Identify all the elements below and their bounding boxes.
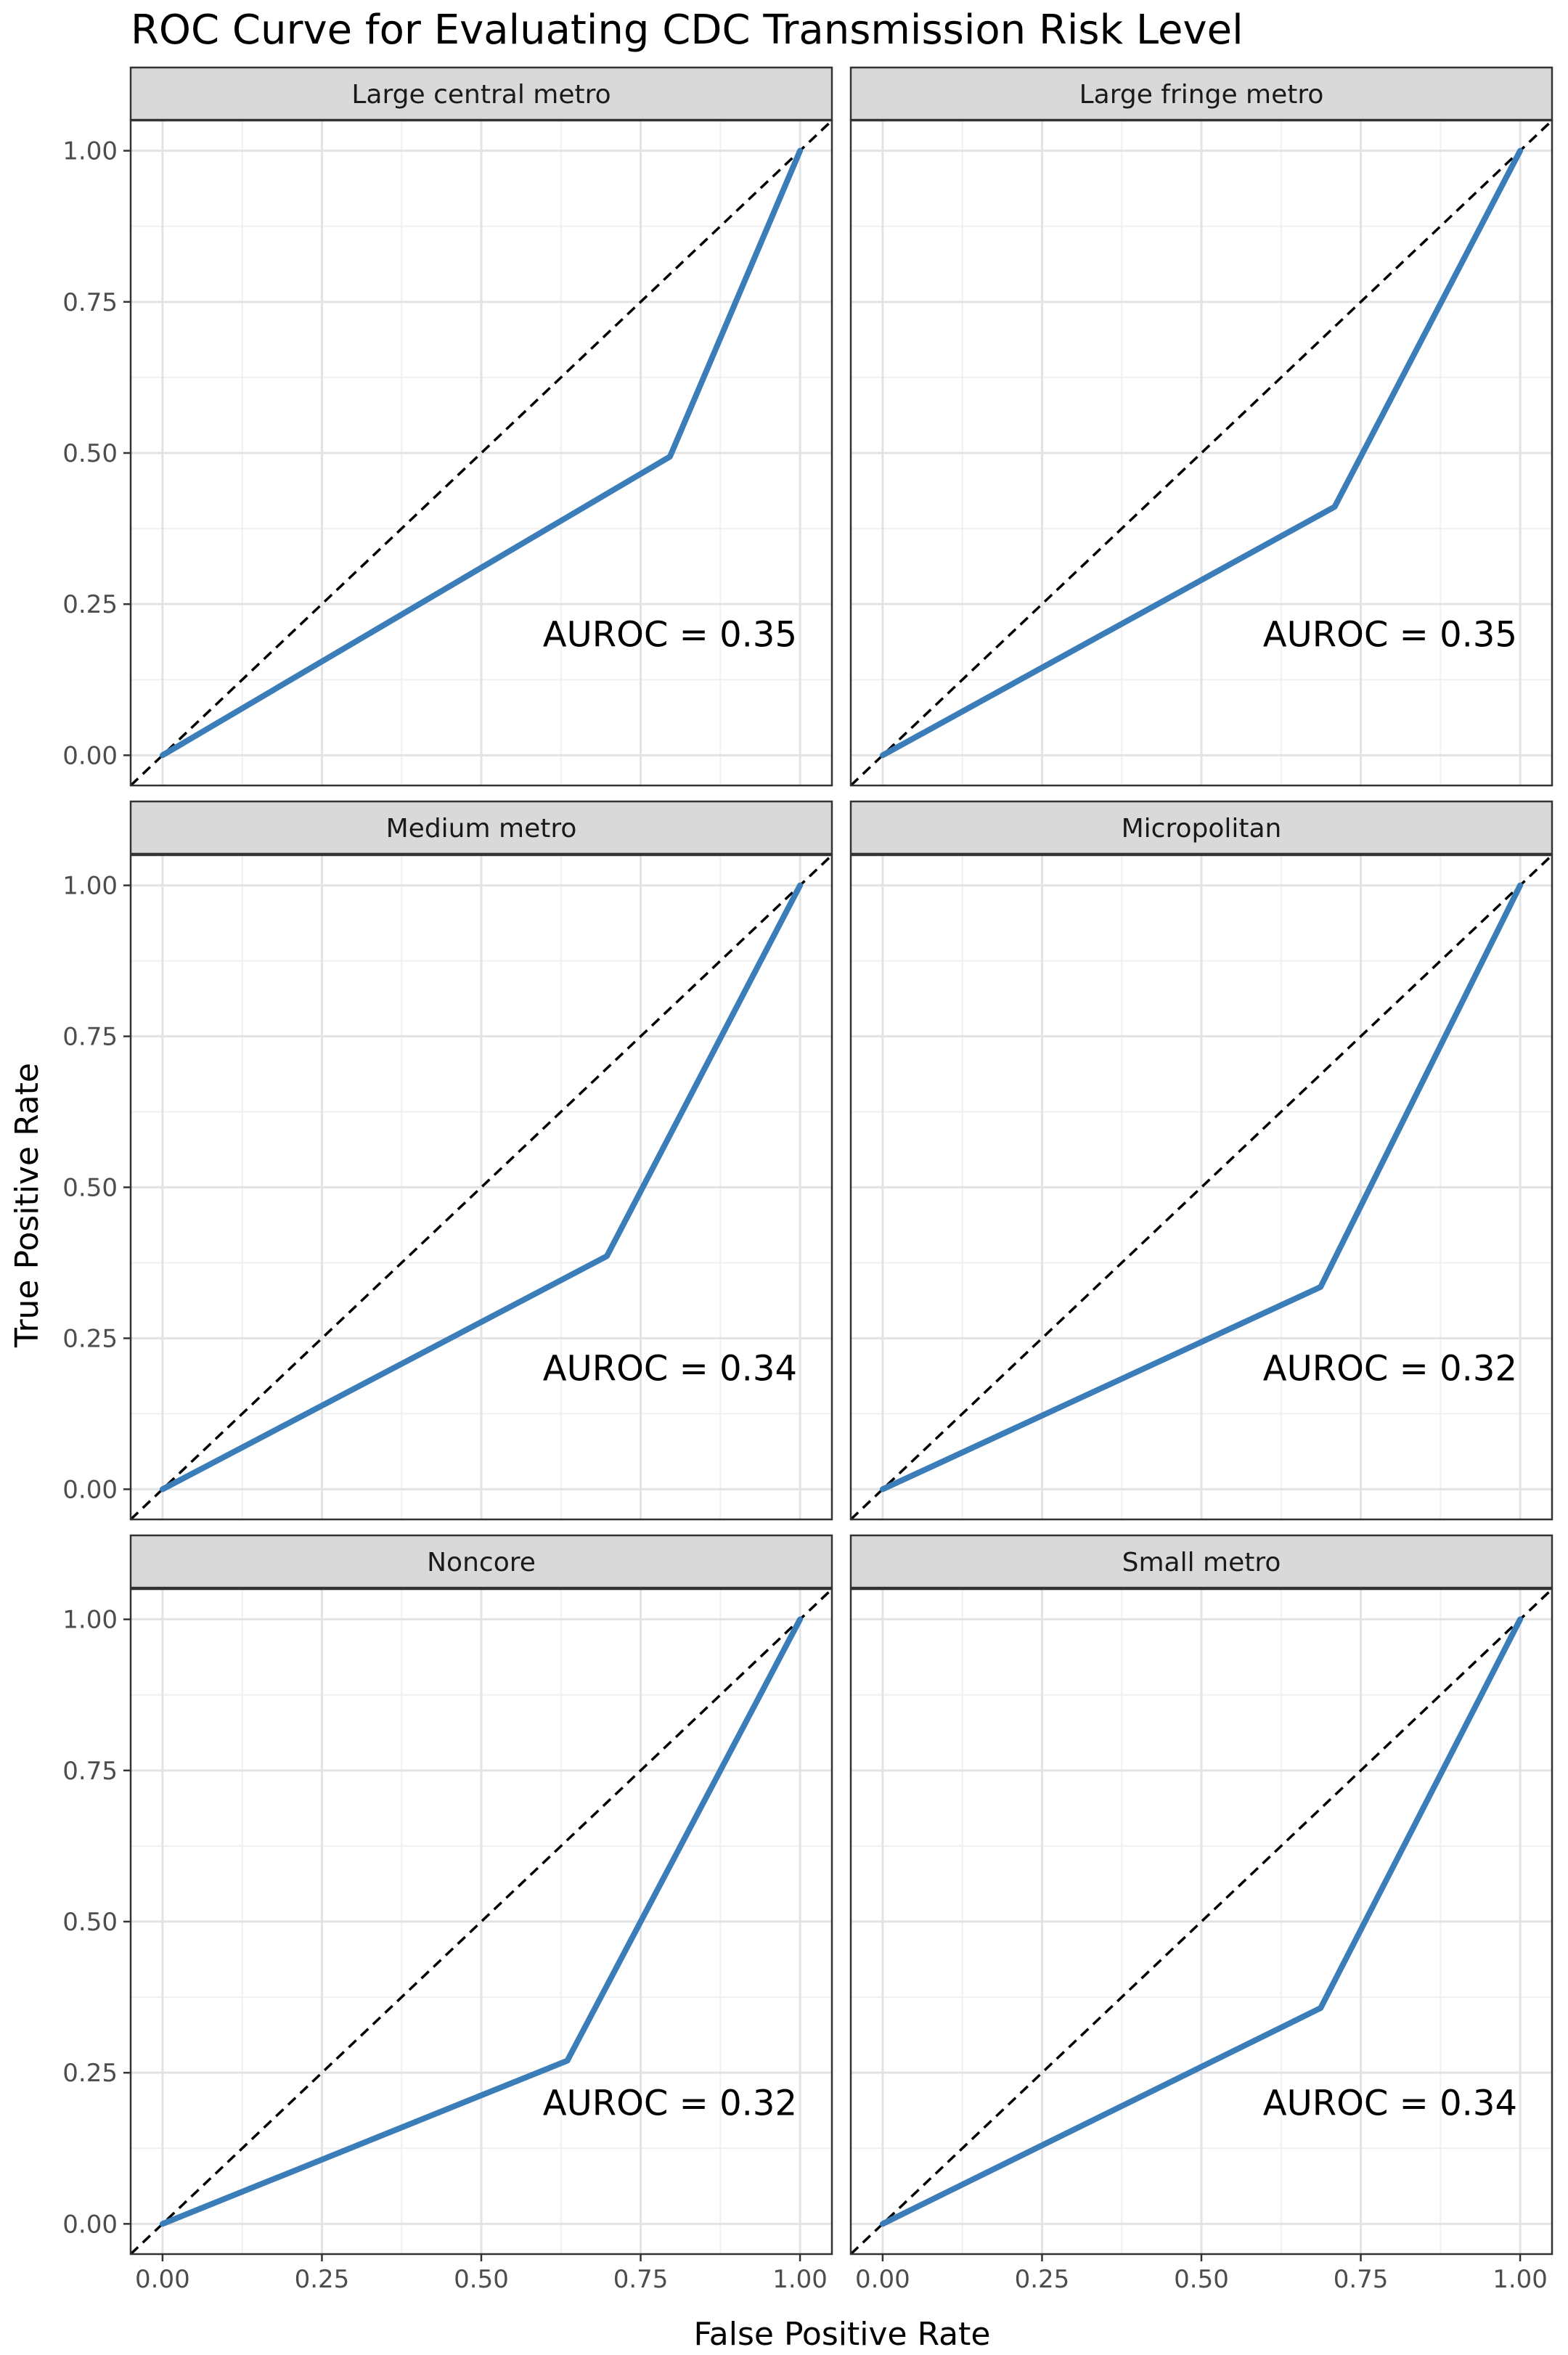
y-tick-label: 0.25 (62, 590, 118, 619)
x-tick-label: 0.50 (454, 2265, 509, 2294)
panel-border (849, 854, 1553, 1521)
facet-panel: Large fringe metro AUROC = 0.35 (849, 66, 1553, 787)
facet-panels: Large central metro AUROC = 0.35 0.00 0.25 0… (62, 66, 1553, 2294)
y-tick-label: 1.00 (62, 1606, 118, 1635)
facet-panel: Small metro AUROC = 0.34 0.00 0.25 0.50 0.75 1… (849, 1534, 1553, 2294)
y-tick-label: 1.00 (62, 872, 118, 901)
y-tick-label: 0.50 (62, 1174, 118, 1203)
y-tick-label: 0.75 (62, 288, 118, 317)
auroc-annotation: AUROC = 0.35 (1263, 614, 1517, 655)
auroc-annotation: AUROC = 0.35 (543, 614, 797, 655)
reference-diagonal-line (129, 1588, 833, 2256)
x-tick-label: 0.25 (1015, 2265, 1070, 2294)
y-tick-label: 0.50 (62, 439, 118, 468)
roc-curve-line (879, 147, 1524, 759)
y-tick-label: 0.00 (62, 2210, 118, 2239)
x-tick-label: 1.00 (1493, 2265, 1548, 2294)
y-tick-label: 0.75 (62, 1757, 118, 1786)
y-tick-label: 0.00 (62, 741, 118, 770)
facet-panel: Large central metro AUROC = 0.35 0.00 0.25 0… (62, 66, 833, 787)
facet-panel: Noncore AUROC = 0.32 0.00 0.25 0.50 0.75 1.00 0… (62, 1534, 833, 2294)
y-tick-label: 0.50 (62, 1908, 118, 1937)
reference-diagonal-line (849, 1588, 1553, 2256)
facet-strip (129, 1534, 833, 1589)
x-tick-label: 1.00 (772, 2265, 828, 2294)
x-tick-label: 0.00 (135, 2265, 190, 2294)
facet-strip-label: Medium metro (386, 814, 577, 844)
auroc-annotation: AUROC = 0.34 (543, 1349, 797, 1389)
auroc-annotation: AUROC = 0.32 (1263, 1349, 1517, 1389)
roc-curve-line (159, 1616, 804, 2227)
y-tick-label: 0.25 (62, 1324, 118, 1353)
y-tick-label: 0.25 (62, 2059, 118, 2088)
reference-diagonal-line (849, 119, 1553, 787)
chart-title: ROC Curve for Evaluating CDC Transmissio… (131, 7, 1244, 54)
facet-strip-label: Small metro (1122, 1548, 1281, 1578)
facet-panel: Medium metro AUROC = 0.34 0.00 0.25 0.50 0.75… (62, 800, 833, 1521)
roc-curve-line (879, 882, 1524, 1493)
facet-panel: Micropolitan AUROC = 0.32 (849, 800, 1553, 1521)
y-tick-label: 0.00 (62, 1475, 118, 1504)
auroc-annotation: AUROC = 0.32 (543, 2083, 797, 2123)
facet-strip (849, 66, 1553, 121)
auroc-annotation: AUROC = 0.34 (1263, 2083, 1517, 2123)
reference-diagonal-line (849, 854, 1553, 1521)
x-tick-label: 0.25 (295, 2265, 350, 2294)
facet-strip (129, 800, 833, 855)
facet-strip (129, 66, 833, 121)
facet-strip-label: Noncore (427, 1548, 536, 1578)
x-tick-label: 0.75 (613, 2265, 669, 2294)
roc-curve-line (159, 147, 804, 759)
panel-border (849, 119, 1553, 787)
x-axis-title: False Positive Rate (694, 2316, 991, 2352)
roc-curve-line (879, 1616, 1524, 2227)
facet-strip (849, 800, 1553, 855)
facet-strip-label: Micropolitan (1122, 814, 1282, 844)
roc-curve-line (159, 882, 804, 1493)
reference-diagonal-line (129, 854, 833, 1521)
x-tick-label: 0.50 (1174, 2265, 1229, 2294)
reference-diagonal-line (129, 119, 833, 787)
facet-strip-label: Large central metro (351, 80, 611, 110)
facet-strip (849, 1534, 1553, 1589)
y-tick-label: 1.00 (62, 137, 118, 166)
x-tick-label: 0.75 (1334, 2265, 1389, 2294)
y-tick-label: 0.75 (62, 1023, 118, 1052)
facet-strip-label: Large fringe metro (1079, 80, 1324, 110)
y-axis-title: True Positive Rate (9, 1063, 46, 1348)
x-tick-label: 0.00 (855, 2265, 910, 2294)
